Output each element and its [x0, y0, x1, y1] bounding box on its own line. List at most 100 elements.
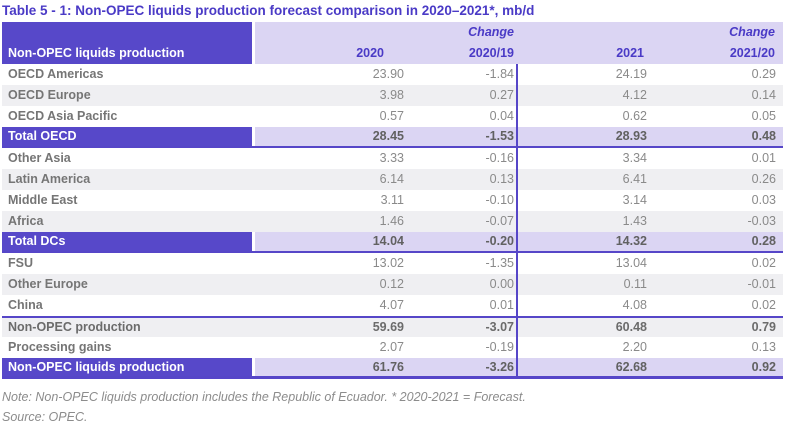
value-cell: 0.02: [751, 256, 776, 270]
header-change-label: Change: [729, 25, 775, 39]
value-cell: -0.20: [408, 232, 518, 251]
header-change-label: [255, 25, 384, 40]
value-cell: 59.69: [372, 320, 404, 334]
table-row: OECD Americas 23.90 -1.84 24.19 0.29: [2, 64, 783, 85]
row-label: Total OECD: [2, 127, 255, 146]
table-row: Processing gains 2.07 -0.19 2.20 0.13: [2, 337, 783, 358]
value-cell: 0.12: [379, 277, 404, 291]
value-cell: -1.53: [408, 127, 518, 146]
row-label: China: [8, 298, 43, 312]
value-cell: 6.41: [622, 172, 647, 186]
value-cell: 14.04: [255, 232, 408, 251]
table-row: Other Europe 0.12 0.00 0.11 -0.01: [2, 274, 783, 295]
row-label: Latin America: [8, 172, 91, 186]
value-cell: 0.01: [751, 151, 776, 165]
header-year-label: 2020: [356, 46, 384, 60]
value-cell: 0.28: [651, 232, 783, 251]
table-header-row: Non-OPEC liquids production 2020 Change 20…: [2, 22, 783, 64]
row-label: OECD Americas: [8, 67, 104, 81]
value-cell: 23.90: [372, 67, 404, 81]
value-cell: 0.04: [408, 106, 518, 127]
value-cell: 3.33: [379, 151, 404, 165]
header-col-2020-19: Change 2020/19: [408, 22, 518, 64]
value-cell: 0.13: [751, 340, 776, 354]
header-col-2021: 2021: [518, 22, 651, 64]
value-cell: -1.35: [408, 253, 518, 274]
value-cell: 28.93: [518, 127, 651, 146]
header-col-2021-20: Change 2021/20: [651, 22, 783, 64]
row-label: OECD Asia Pacific: [8, 109, 118, 123]
value-cell: -3.07: [408, 318, 518, 337]
table-row: Latin America 6.14 0.13 6.41 0.26: [2, 169, 783, 190]
table-row: Total DCs 14.04 -0.20 14.32 0.28: [2, 232, 783, 253]
value-cell: 62.68: [518, 358, 651, 376]
value-cell: 13.04: [615, 256, 647, 270]
row-label: Other Europe: [8, 277, 88, 291]
value-cell: 4.07: [379, 298, 404, 312]
header-year-label: 2021/20: [729, 46, 775, 60]
header-change-label: [518, 25, 644, 40]
value-cell: -0.19: [408, 337, 518, 358]
row-label: Non-OPEC production: [8, 320, 141, 334]
value-cell: 1.43: [622, 214, 647, 228]
table-row: OECD Europe 3.98 0.27 4.12 0.14: [2, 85, 783, 106]
value-cell: 4.12: [622, 88, 647, 102]
value-cell: 61.76: [255, 358, 408, 376]
value-cell: 4.08: [622, 298, 647, 312]
header-col-2020: 2020: [255, 22, 408, 64]
row-label: Total DCs: [2, 232, 255, 251]
row-label: Other Asia: [8, 151, 71, 165]
value-cell: 0.11: [623, 277, 647, 291]
value-cell: 0.26: [751, 172, 776, 186]
value-cell: 2.20: [622, 340, 647, 354]
value-cell: -1.84: [408, 64, 518, 85]
value-cell: -0.10: [408, 190, 518, 211]
row-label: Middle East: [8, 193, 78, 207]
table-row: Other Asia 3.33 -0.16 3.34 0.01: [2, 148, 783, 169]
table-row: OECD Asia Pacific 0.57 0.04 0.62 0.05: [2, 106, 783, 127]
value-cell: 0.03: [751, 193, 776, 207]
header-change-label: Change: [468, 25, 514, 39]
value-cell: -0.16: [408, 148, 518, 169]
table-row: FSU 13.02 -1.35 13.04 0.02: [2, 253, 783, 274]
value-cell: 0.57: [379, 109, 404, 123]
value-cell: 0.62: [622, 109, 647, 123]
value-cell: -0.01: [747, 277, 777, 291]
table-row: Africa 1.46 -0.07 1.43 -0.03: [2, 211, 783, 232]
row-label: Processing gains: [8, 340, 112, 354]
value-cell: 60.48: [615, 320, 647, 334]
value-cell: 0.14: [751, 88, 776, 102]
value-cell: 1.46: [379, 214, 404, 228]
value-cell: 14.32: [518, 232, 651, 251]
value-cell: 3.98: [379, 88, 404, 102]
header-year-label: 2020/19: [468, 46, 514, 60]
value-cell: 0.79: [751, 320, 776, 334]
value-cell: 3.11: [380, 193, 404, 207]
value-cell: 0.02: [751, 298, 776, 312]
value-cell: 28.45: [255, 127, 408, 146]
value-cell: 3.34: [622, 151, 647, 165]
row-label: OECD Europe: [8, 88, 91, 102]
value-cell: 0.13: [408, 169, 518, 190]
value-cell: 2.07: [379, 340, 404, 354]
table-row: Non-OPEC liquids production 61.76 -3.26 62.…: [2, 358, 783, 379]
header-year-label: 2021: [616, 46, 644, 60]
table-row: Middle East 3.11 -0.10 3.14 0.03: [2, 190, 783, 211]
header-label-cell: Non-OPEC liquids production: [2, 22, 255, 64]
value-cell: 3.14: [622, 193, 647, 207]
row-label: Non-OPEC liquids production: [2, 358, 255, 376]
value-cell: 13.02: [372, 256, 404, 270]
table-row: Non-OPEC production 59.69 -3.07 60.48 0.79: [2, 316, 783, 337]
value-cell: 24.19: [615, 67, 647, 81]
value-cell: 0.00: [408, 274, 518, 295]
value-cell: 6.14: [379, 172, 404, 186]
table-notes: Note: Non-OPEC liquids production includ…: [2, 387, 787, 427]
table-body: OECD Americas 23.90 -1.84 24.19 0.29 OECD Eur…: [2, 64, 783, 379]
production-table: Non-OPEC liquids production 2020 Change 20…: [2, 22, 783, 379]
value-cell: -0.07: [408, 211, 518, 232]
row-label: FSU: [8, 256, 33, 270]
value-cell: 0.01: [408, 295, 518, 316]
table-title: Table 5 - 1: Non-OPEC liquids production…: [2, 3, 535, 18]
table-row: Total OECD 28.45 -1.53 28.93 0.48: [2, 127, 783, 148]
